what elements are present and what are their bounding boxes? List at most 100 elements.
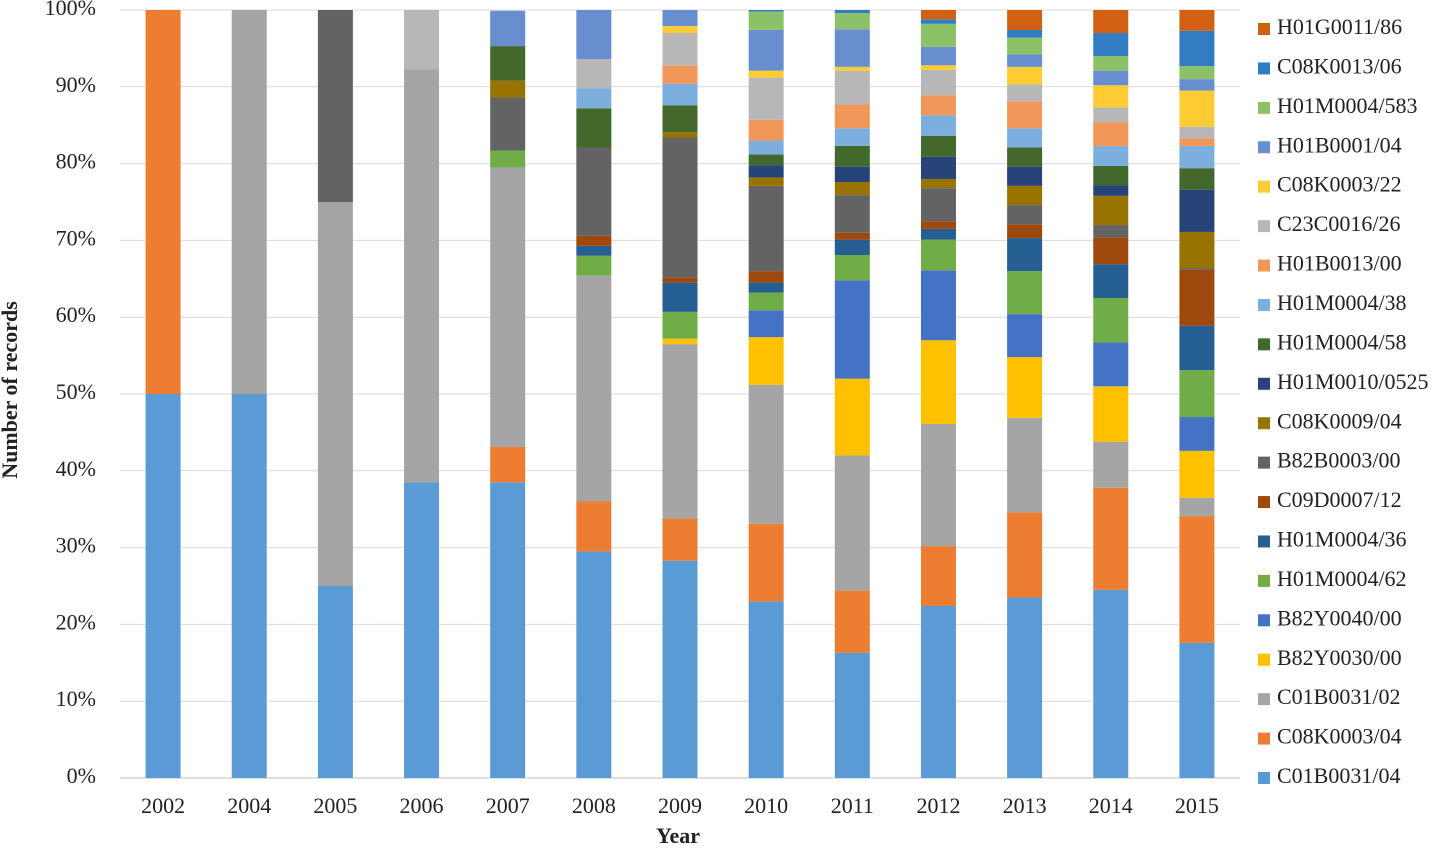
bar-segment	[834, 455, 870, 591]
bar-segment	[748, 140, 784, 155]
bar-segment	[1179, 325, 1215, 371]
x-tick-label: 2011	[831, 793, 874, 818]
y-axis-title: Number of records	[0, 301, 22, 479]
x-tick-label: 2006	[400, 793, 444, 818]
legend-label: C08K0003/22	[1277, 172, 1402, 197]
legend-swatch	[1258, 220, 1270, 233]
legend-swatch	[1258, 456, 1270, 469]
y-tick-label: 70%	[56, 225, 96, 250]
bar-segment	[576, 59, 612, 89]
bar-segment	[1007, 597, 1043, 778]
legend-swatch	[1258, 338, 1270, 351]
bar-segment	[662, 26, 698, 34]
bar-segment	[1007, 314, 1043, 358]
bar-segment	[748, 601, 784, 778]
legend-swatch	[1258, 693, 1270, 706]
legend-swatch	[1258, 732, 1270, 745]
bar-segment	[1007, 224, 1043, 239]
bar-segment	[920, 95, 956, 116]
legend-swatch	[1258, 496, 1270, 509]
legend-swatch	[1258, 535, 1270, 548]
legend-swatch	[1258, 23, 1270, 35]
legend-label: H01B0013/00	[1277, 251, 1402, 276]
legend-label: C23C0016/26	[1277, 211, 1400, 236]
bar-segment	[748, 384, 784, 524]
x-tick-label: 2004	[227, 793, 271, 818]
bar-segment	[1179, 642, 1215, 778]
bar-segment	[1093, 237, 1129, 265]
bar-segment	[1179, 189, 1215, 232]
bar-segment	[576, 255, 612, 276]
bar-segment	[1093, 195, 1129, 226]
bar-segment	[1007, 54, 1043, 67]
bar-segment	[834, 232, 870, 240]
bar-segment	[1007, 166, 1043, 186]
y-tick-label: 80%	[56, 149, 96, 174]
bar-segment	[576, 501, 612, 552]
bar-segment	[1007, 147, 1043, 167]
bar-segment	[490, 80, 526, 98]
bar-segment	[834, 128, 870, 146]
bar-segment	[317, 586, 353, 778]
bar-segment	[1179, 145, 1215, 169]
bar-segment	[317, 202, 353, 586]
bar-segment	[145, 10, 181, 394]
y-tick-label: 40%	[56, 456, 96, 481]
bar-segment	[920, 188, 956, 222]
bar-segment	[1093, 107, 1129, 123]
bar-segment	[1093, 441, 1129, 488]
y-tick-label: 100%	[45, 0, 96, 20]
bar-segment	[231, 394, 267, 778]
bar-segment	[834, 70, 870, 105]
y-tick-label: 90%	[56, 72, 96, 97]
legend-label: C08K0003/04	[1277, 724, 1402, 749]
bar-segment	[662, 518, 698, 561]
bar-segment	[748, 523, 784, 602]
bar-segment	[834, 652, 870, 778]
y-tick-label: 60%	[56, 302, 96, 327]
bar-segment	[317, 10, 353, 202]
bar-segment	[834, 239, 870, 255]
bar-segment	[834, 66, 870, 71]
legend-swatch	[1258, 653, 1270, 666]
bar-segment	[1007, 417, 1043, 513]
x-tick-label: 2010	[744, 793, 788, 818]
bar-segment	[920, 546, 956, 606]
legend-swatch	[1258, 377, 1270, 390]
bar-segment	[1179, 90, 1215, 127]
bar-segment	[145, 394, 181, 778]
legend-label: B82Y0030/00	[1277, 645, 1402, 670]
y-tick-label: 20%	[56, 609, 96, 634]
y-tick-label: 0%	[67, 763, 96, 788]
bar-segment	[490, 97, 526, 151]
x-tick-label: 2005	[313, 793, 357, 818]
bar-segment	[404, 10, 440, 70]
bar-segment	[834, 195, 870, 233]
x-tick-label: 2012	[916, 793, 960, 818]
bar-segment	[1093, 264, 1129, 298]
bar-segment	[662, 83, 698, 106]
bar-segment	[576, 88, 612, 109]
bar-segment	[662, 560, 698, 778]
bar-segment	[1179, 450, 1215, 498]
bar-segment	[1093, 386, 1129, 442]
bar-segment	[748, 165, 784, 178]
bar-segment	[662, 105, 698, 133]
bar-segment	[834, 590, 870, 653]
bar-segment	[834, 13, 870, 30]
bar-segment	[404, 69, 440, 483]
bar-segment	[748, 11, 784, 30]
bar-segment	[920, 115, 956, 136]
legend-label: C08K0013/06	[1277, 53, 1402, 78]
bar-segment	[1093, 85, 1129, 108]
bar-segment	[490, 10, 526, 47]
legend-swatch	[1258, 101, 1270, 114]
legend-swatch	[1258, 62, 1270, 75]
bar-segment	[576, 245, 612, 256]
bar-segment	[1007, 271, 1043, 315]
bar-segment	[920, 69, 956, 96]
legend-swatch	[1258, 772, 1270, 784]
bar-segment	[920, 46, 956, 66]
legend-swatch	[1258, 141, 1270, 154]
